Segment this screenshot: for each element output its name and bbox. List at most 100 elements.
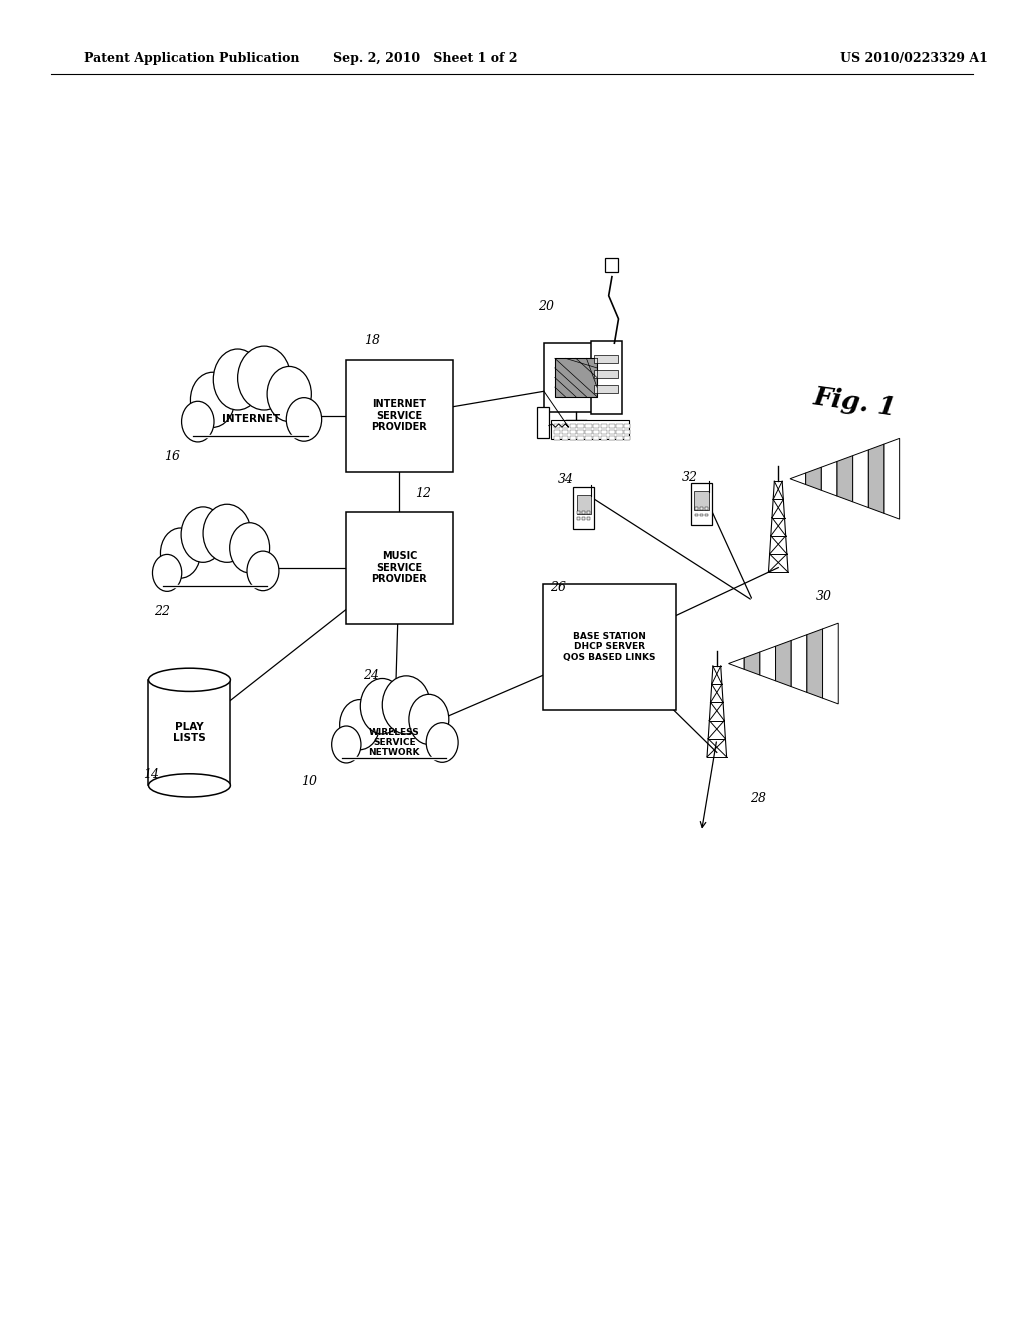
Bar	[554, 430, 560, 433]
Bar	[148, 680, 230, 785]
Bar	[608, 424, 614, 428]
Polygon shape	[807, 628, 822, 698]
Polygon shape	[822, 623, 839, 704]
Ellipse shape	[181, 401, 214, 442]
Bar	[624, 424, 631, 428]
Bar	[594, 355, 618, 363]
Bar	[706, 513, 708, 516]
Ellipse shape	[238, 346, 291, 411]
Ellipse shape	[203, 504, 251, 562]
Bar	[593, 430, 599, 433]
Ellipse shape	[190, 372, 234, 428]
Bar	[601, 430, 607, 433]
Text: 30: 30	[816, 590, 833, 603]
Text: 18: 18	[364, 334, 380, 347]
Text: PLAY
LISTS: PLAY LISTS	[173, 722, 206, 743]
Bar	[588, 517, 590, 520]
Text: 32: 32	[682, 471, 698, 484]
Bar	[700, 513, 702, 516]
Bar	[569, 430, 575, 433]
Bar	[562, 436, 568, 440]
Bar	[594, 370, 618, 379]
Bar	[554, 424, 560, 428]
Polygon shape	[190, 409, 311, 434]
Ellipse shape	[426, 723, 458, 762]
Bar	[616, 436, 623, 440]
Text: Patent Application Publication: Patent Application Publication	[84, 51, 299, 65]
Text: 22: 22	[154, 605, 170, 618]
Bar	[544, 343, 608, 412]
Bar	[562, 424, 568, 428]
Text: 26: 26	[550, 581, 566, 594]
Bar	[577, 495, 591, 513]
Polygon shape	[728, 657, 744, 669]
Polygon shape	[884, 438, 900, 519]
Ellipse shape	[382, 676, 430, 734]
Polygon shape	[161, 561, 269, 583]
Ellipse shape	[181, 507, 225, 562]
Bar	[578, 511, 580, 513]
Ellipse shape	[409, 694, 449, 744]
Polygon shape	[837, 455, 853, 502]
Bar	[551, 420, 629, 440]
Bar	[624, 436, 631, 440]
Bar	[554, 436, 560, 440]
Bar	[624, 430, 631, 433]
Ellipse shape	[287, 397, 322, 441]
Bar	[594, 385, 618, 393]
Polygon shape	[340, 733, 449, 755]
Bar	[706, 507, 708, 510]
Bar	[593, 436, 599, 440]
Text: BASE STATION
DHCP SERVER
QOS BASED LINKS: BASE STATION DHCP SERVER QOS BASED LINKS	[563, 632, 655, 661]
Ellipse shape	[213, 348, 262, 411]
Text: INTERNET
SERVICE
PROVIDER: INTERNET SERVICE PROVIDER	[372, 399, 427, 433]
Text: 24: 24	[362, 669, 379, 682]
Bar	[616, 424, 623, 428]
Text: Fig. 1: Fig. 1	[812, 384, 898, 421]
Bar	[569, 436, 575, 440]
Bar	[601, 436, 607, 440]
Polygon shape	[775, 640, 792, 686]
Text: 34: 34	[558, 473, 574, 486]
Polygon shape	[792, 635, 807, 693]
Bar	[695, 507, 697, 510]
Text: 28: 28	[750, 792, 766, 805]
Ellipse shape	[161, 528, 201, 578]
Polygon shape	[744, 652, 760, 675]
Bar	[569, 424, 575, 428]
Bar	[605, 257, 618, 272]
Text: 10: 10	[301, 775, 317, 788]
Bar	[578, 436, 584, 440]
Bar	[608, 436, 614, 440]
Bar	[588, 511, 590, 513]
Bar	[700, 507, 702, 510]
Text: MUSIC
SERVICE
PROVIDER: MUSIC SERVICE PROVIDER	[372, 550, 427, 585]
Polygon shape	[806, 467, 821, 490]
Bar	[585, 436, 592, 440]
Bar	[591, 341, 622, 414]
Bar	[583, 517, 585, 520]
Bar	[346, 359, 453, 471]
Ellipse shape	[229, 523, 269, 573]
Bar	[543, 583, 676, 710]
Ellipse shape	[148, 668, 230, 692]
Bar	[585, 430, 592, 433]
Bar	[616, 430, 623, 433]
Text: INTERNET: INTERNET	[222, 414, 280, 425]
Text: 12: 12	[415, 487, 431, 500]
Ellipse shape	[153, 554, 182, 591]
Bar	[601, 424, 607, 428]
Bar	[691, 483, 712, 525]
Polygon shape	[790, 473, 806, 484]
Ellipse shape	[360, 678, 404, 734]
Bar	[578, 517, 580, 520]
Ellipse shape	[267, 367, 311, 421]
Polygon shape	[868, 444, 884, 513]
Bar	[593, 424, 599, 428]
Ellipse shape	[340, 700, 380, 750]
Text: Sep. 2, 2010   Sheet 1 of 2: Sep. 2, 2010 Sheet 1 of 2	[333, 51, 517, 65]
Bar	[562, 430, 568, 433]
Bar	[346, 512, 453, 624]
Bar	[538, 407, 549, 438]
Bar	[578, 430, 584, 433]
